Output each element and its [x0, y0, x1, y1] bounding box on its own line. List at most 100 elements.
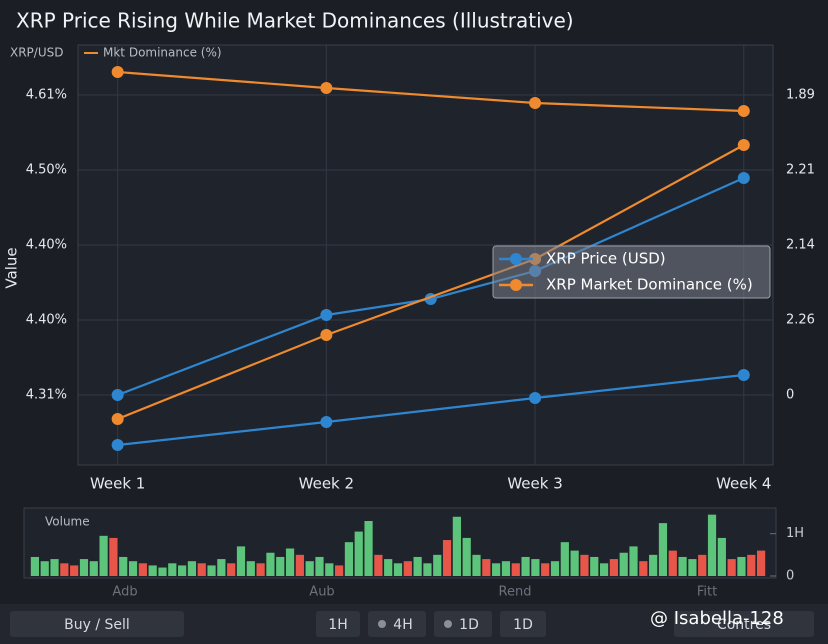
point: [737, 139, 750, 151]
volume-bar: [374, 554, 383, 576]
volume-bar: [285, 548, 295, 576]
volume-bar: [580, 554, 589, 576]
toolbar-button-label[interactable]: 1D: [513, 617, 533, 633]
legend-marker: [510, 253, 522, 265]
legend-label: XRP Price (USD): [546, 250, 666, 268]
point: [320, 309, 333, 321]
toolbar-button[interactable]: [434, 611, 492, 637]
point: [111, 413, 124, 425]
volume-bar: [462, 537, 471, 576]
volume-bar: [649, 554, 658, 576]
volume-bar: [737, 556, 746, 576]
volume-bar: [178, 565, 187, 576]
point: [320, 82, 333, 94]
volume-bar: [442, 540, 452, 576]
toolbar-button[interactable]: [368, 611, 426, 637]
volume-bar: [717, 537, 726, 576]
point: [737, 369, 750, 381]
volume-x-label: Adb: [112, 585, 137, 600]
volume-bar: [256, 563, 265, 576]
volume-bar: [227, 563, 236, 576]
volume-bar: [501, 561, 511, 576]
volume-bar: [590, 556, 599, 576]
chart-title: XRP Price Rising While Market Dominances…: [16, 9, 574, 33]
legend-label: Mkt Dominance (%): [103, 46, 222, 60]
volume-bar: [550, 561, 560, 576]
y2-tick-label: 0: [786, 388, 794, 403]
point: [111, 389, 124, 401]
series-line: [117, 144, 745, 421]
volume-bar: [403, 561, 412, 576]
volume-bar: [560, 542, 569, 576]
volume-tick-label: 1H: [786, 526, 804, 541]
toolbar-button[interactable]: [500, 611, 546, 637]
volume-bar: [384, 559, 393, 576]
volume-bar: [89, 561, 98, 576]
volume-bar: [187, 561, 197, 576]
y2-tick-label: 2.26: [786, 313, 815, 328]
watermark: @ Isabella-128: [650, 608, 784, 629]
y-tick-label: 4.50%: [26, 163, 67, 178]
legend-label: XRP Market Dominance (%): [546, 276, 753, 294]
x-tick-label: Week 4: [716, 475, 771, 493]
volume-x-label: Fitt: [697, 585, 717, 600]
volume-bar: [266, 552, 275, 576]
volume-bar: [599, 563, 609, 576]
volume-bar: [639, 561, 648, 576]
volume-bar: [492, 563, 501, 576]
legend-marker: [510, 279, 522, 291]
volume-bar: [276, 556, 285, 576]
volume-bar: [393, 563, 403, 576]
toolbar-button-label[interactable]: 1D: [459, 617, 479, 633]
volume-bar: [354, 531, 363, 576]
y2-tick-label: 1.89: [786, 88, 815, 103]
x-tick-label: Week 2: [299, 475, 354, 493]
volume-bar: [688, 559, 697, 576]
volume-bar: [295, 554, 304, 576]
volume-bar: [678, 556, 687, 576]
volume-bar: [207, 565, 216, 576]
volume-bar: [541, 563, 550, 576]
y-tick-label: 4.61%: [26, 88, 67, 103]
toolbar-button[interactable]: [10, 611, 184, 637]
toolbar-button-label[interactable]: Contres: [717, 617, 771, 633]
toolbar-button[interactable]: [316, 611, 360, 637]
volume-bar: [246, 561, 255, 576]
series-line: [117, 70, 744, 113]
volume-bar: [109, 537, 118, 576]
point: [529, 97, 542, 109]
volume-bar: [197, 563, 206, 576]
x-tick-label: Week 3: [507, 475, 562, 493]
point: [111, 66, 124, 78]
volume-bar: [30, 556, 40, 576]
volume-bar: [452, 516, 461, 576]
point: [111, 439, 124, 451]
toolbar-button[interactable]: [674, 611, 814, 637]
y2-tick-label: 2.21: [786, 163, 815, 178]
volume-bar: [335, 565, 344, 576]
volume-bar: [521, 556, 530, 576]
y-tick-label: 4.40%: [26, 313, 67, 328]
volume-bar: [50, 559, 59, 576]
volume-bar: [158, 567, 167, 576]
volume-bar: [168, 563, 177, 576]
volume-x-label: Rend: [499, 585, 532, 600]
y-tick-label: 4.31%: [26, 388, 67, 403]
volume-bar: [531, 559, 540, 576]
y-axis-title: Value: [3, 247, 21, 288]
volume-bar: [40, 561, 49, 576]
volume-bar: [756, 550, 766, 576]
volume-bar: [305, 561, 314, 576]
toolbar-button-label[interactable]: 4H: [393, 617, 412, 633]
volume-bar: [413, 556, 422, 576]
volume-bar: [60, 563, 69, 576]
volume-bar: [325, 563, 334, 576]
volume-bar: [472, 554, 481, 576]
legend: XRP Price (USD) XRP Market Dominance (%): [492, 245, 771, 299]
volume-label: Volume: [45, 515, 90, 529]
toolbar-button-label[interactable]: Buy / Sell: [64, 617, 130, 633]
point: [737, 105, 750, 117]
volume-bar: [482, 559, 491, 576]
point: [320, 416, 333, 428]
toolbar-button-label[interactable]: 1H: [328, 617, 347, 633]
